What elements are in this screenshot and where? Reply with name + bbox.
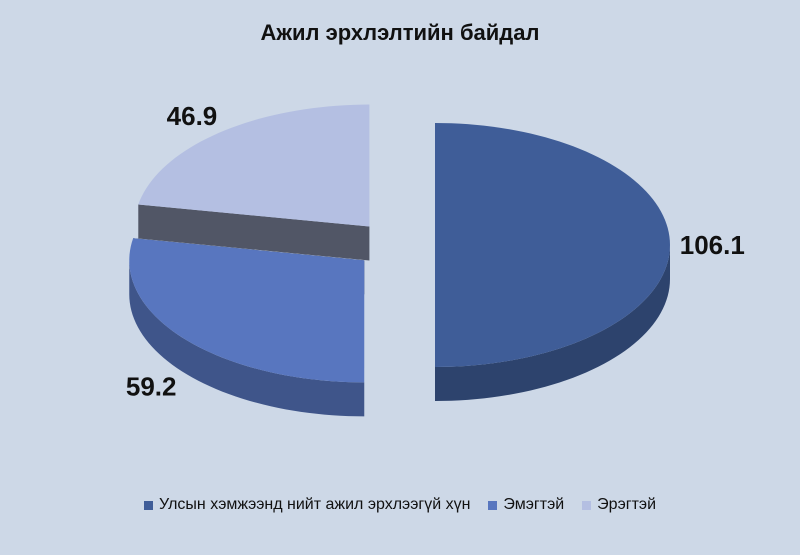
legend-label: Улсын хэмжээнд нийт ажил эрхлээгүй хүн xyxy=(158,496,471,513)
legend: Улсын хэмжээнд нийт ажил эрхлээгүй хүн Эм… xyxy=(0,496,800,514)
legend-label: Эрэгтэй xyxy=(597,496,656,513)
legend-item: Эрэгтэй xyxy=(582,496,656,514)
value-label: 46.9 xyxy=(167,101,218,131)
legend-item: Эмэгтэй xyxy=(488,496,564,514)
value-label: 106.1 xyxy=(680,230,745,260)
slice-cut-face xyxy=(138,204,370,261)
legend-swatch xyxy=(582,500,592,510)
slice xyxy=(138,104,370,227)
slice xyxy=(129,238,365,383)
legend-item: Улсын хэмжээнд нийт ажил эрхлээгүй хүн xyxy=(143,496,471,514)
legend-swatch xyxy=(143,500,153,510)
slice xyxy=(435,123,670,367)
slice-side xyxy=(129,260,365,417)
chart-title: Ажил эрхлэлтийн байдал xyxy=(261,20,540,45)
legend-label: Эмэгтэй xyxy=(503,496,565,513)
legend-swatch xyxy=(488,500,498,510)
slice-side xyxy=(435,245,670,401)
value-label: 59.2 xyxy=(126,371,177,401)
